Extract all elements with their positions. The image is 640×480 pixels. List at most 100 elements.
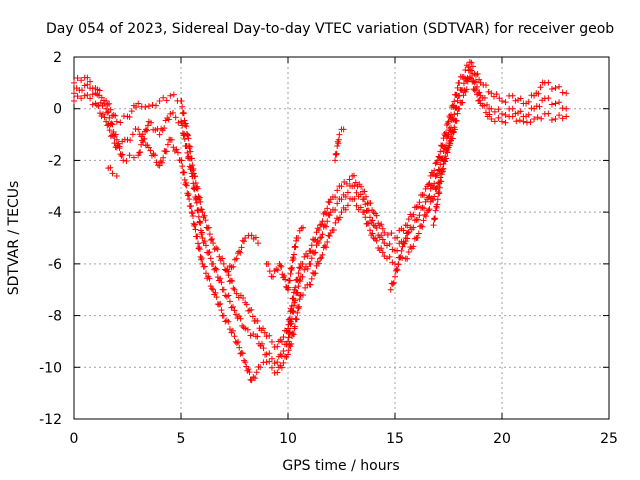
x-tick-label: 20 bbox=[493, 431, 511, 447]
data-point bbox=[231, 286, 238, 293]
data-point bbox=[158, 159, 165, 166]
data-point bbox=[160, 94, 167, 101]
data-point bbox=[350, 172, 357, 179]
data-point bbox=[432, 207, 439, 214]
y-tick-label: -8 bbox=[48, 309, 62, 325]
data-point bbox=[286, 328, 293, 335]
series-track-2 bbox=[71, 66, 570, 367]
data-point bbox=[445, 118, 452, 125]
series-track-3 bbox=[71, 74, 570, 384]
data-point bbox=[104, 101, 111, 108]
data-point bbox=[332, 151, 339, 158]
data-point bbox=[113, 144, 120, 151]
data-point bbox=[292, 323, 299, 330]
data-point bbox=[173, 146, 180, 153]
data-point bbox=[431, 216, 438, 223]
data-point bbox=[441, 157, 448, 164]
data-point bbox=[183, 123, 190, 130]
data-point bbox=[449, 135, 456, 142]
data-point bbox=[509, 105, 516, 112]
data-point bbox=[386, 253, 393, 260]
data-point bbox=[156, 131, 163, 138]
chart-title: Day 054 of 2023, Sidereal Day-to-day VTE… bbox=[46, 21, 614, 37]
data-point bbox=[278, 263, 285, 270]
data-point bbox=[481, 102, 488, 109]
data-point bbox=[512, 97, 519, 104]
data-point bbox=[402, 238, 409, 245]
data-point bbox=[133, 104, 140, 111]
data-point bbox=[525, 98, 532, 105]
data-point bbox=[466, 74, 473, 81]
data-point bbox=[109, 132, 116, 139]
data-point bbox=[444, 149, 451, 156]
data-point bbox=[104, 122, 111, 129]
data-point bbox=[231, 333, 238, 340]
data-point bbox=[545, 79, 552, 86]
data-point bbox=[333, 151, 340, 158]
data-point bbox=[556, 112, 563, 119]
data-point bbox=[367, 227, 374, 234]
data-point bbox=[259, 340, 266, 347]
data-point bbox=[103, 105, 110, 112]
data-point bbox=[116, 145, 123, 152]
data-point bbox=[226, 298, 233, 305]
data-point bbox=[144, 122, 151, 129]
data-point bbox=[495, 106, 502, 113]
data-point bbox=[346, 176, 353, 183]
data-point bbox=[185, 191, 192, 198]
data-point bbox=[195, 245, 202, 252]
data-point bbox=[403, 230, 410, 237]
data-point bbox=[295, 305, 302, 312]
data-point bbox=[128, 108, 135, 115]
data-point bbox=[548, 101, 555, 108]
series-segment-c bbox=[263, 224, 306, 293]
data-point bbox=[113, 136, 120, 143]
data-point bbox=[260, 325, 267, 332]
data-point bbox=[434, 196, 441, 203]
data-point bbox=[326, 212, 333, 219]
data-point bbox=[410, 224, 417, 231]
data-point bbox=[248, 377, 255, 384]
data-point bbox=[242, 235, 249, 241]
data-point bbox=[74, 75, 81, 82]
series-segment-e bbox=[387, 229, 411, 293]
data-point bbox=[352, 179, 359, 186]
data-point bbox=[476, 76, 483, 83]
data-point bbox=[484, 101, 491, 108]
data-point bbox=[311, 250, 318, 257]
data-point bbox=[474, 91, 481, 98]
data-point bbox=[400, 227, 407, 234]
data-point bbox=[387, 286, 394, 293]
data-point bbox=[148, 119, 155, 126]
data-point bbox=[531, 105, 538, 112]
data-point bbox=[476, 97, 483, 104]
data-point bbox=[297, 265, 304, 272]
data-point bbox=[212, 289, 219, 296]
data-point bbox=[552, 116, 559, 123]
data-point bbox=[118, 152, 125, 159]
data-point bbox=[430, 197, 437, 204]
data-point bbox=[369, 230, 376, 237]
data-point bbox=[191, 186, 198, 193]
data-point bbox=[288, 340, 295, 347]
x-axis-label: GPS time / hours bbox=[282, 458, 399, 474]
data-point bbox=[198, 256, 205, 263]
data-point bbox=[373, 224, 380, 231]
data-point bbox=[207, 283, 214, 290]
data-point bbox=[336, 214, 343, 221]
data-point bbox=[563, 90, 570, 97]
data-point bbox=[206, 249, 213, 256]
data-point bbox=[263, 359, 270, 366]
data-point bbox=[425, 194, 432, 201]
data-point bbox=[207, 236, 214, 243]
data-point bbox=[438, 178, 445, 185]
data-point bbox=[190, 180, 197, 187]
data-point bbox=[456, 105, 463, 112]
data-point bbox=[419, 223, 426, 230]
data-point bbox=[404, 222, 411, 229]
data-point bbox=[129, 131, 136, 138]
data-point bbox=[389, 246, 396, 253]
data-point bbox=[481, 94, 488, 101]
data-point bbox=[145, 103, 152, 110]
data-point bbox=[223, 293, 230, 300]
